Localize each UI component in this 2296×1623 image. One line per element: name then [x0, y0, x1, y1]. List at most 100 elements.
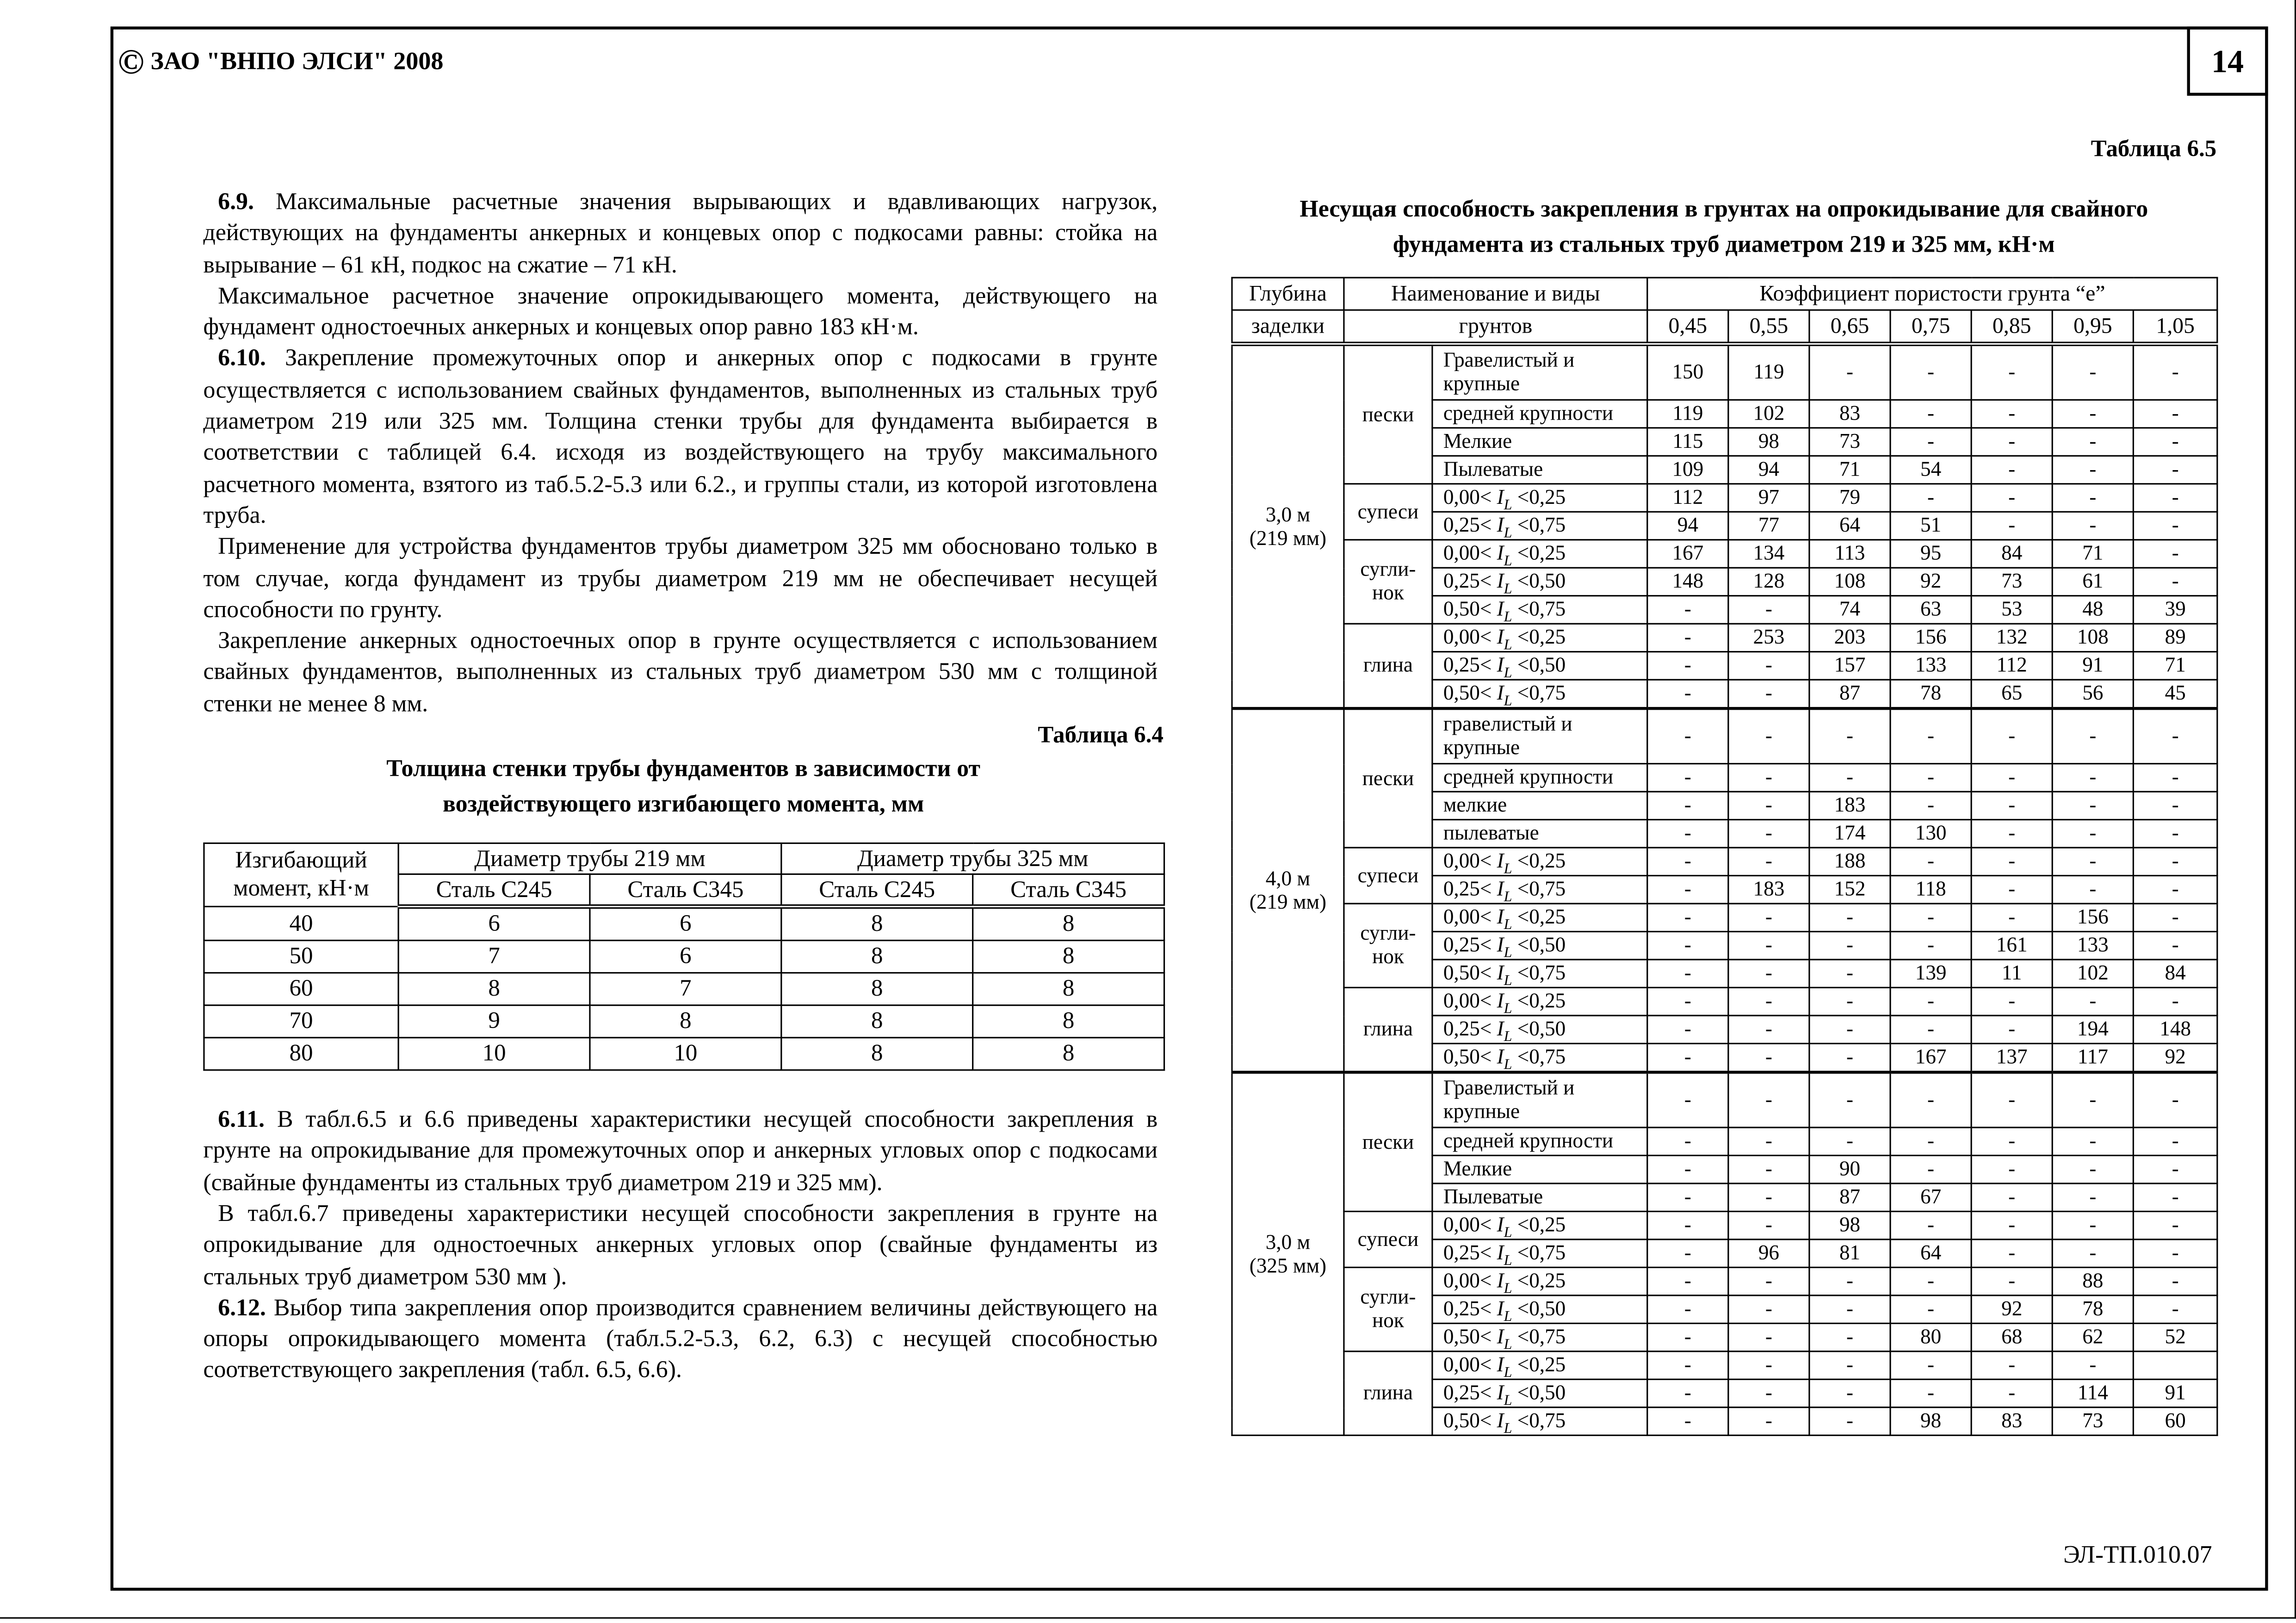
soil-subtype: средней крупности — [1431, 399, 1648, 429]
value-cell: - — [1727, 1266, 1810, 1296]
liquidity-index: I — [1497, 598, 1504, 622]
depth-value: 3,0 м — [1265, 503, 1311, 527]
range-high: <0,50 — [1517, 570, 1566, 594]
value-cell: - — [2132, 903, 2218, 933]
pipe-diameter: (219 мм) — [1249, 527, 1327, 551]
liquidity-index-sub: L — [1504, 1421, 1512, 1436]
header-steel: Сталь С245 — [780, 873, 974, 909]
value-cell: 115 — [1646, 427, 1729, 457]
soil-subtype: Мелкие — [1431, 1154, 1648, 1184]
table-cell: 70 — [203, 1004, 399, 1039]
value-cell: - — [2051, 1350, 2134, 1380]
value-cell: 132 — [1970, 623, 2053, 653]
value-cell: - — [1970, 847, 2053, 877]
table-row: Пылеватые - -87 67- - - — [1232, 1183, 2218, 1213]
value-cell: - — [1808, 1266, 1891, 1296]
value-cell: - — [1970, 1378, 2053, 1408]
value-cell: - — [2051, 455, 2134, 485]
value-cell: - — [1970, 427, 2053, 457]
value-cell: - — [1889, 1154, 1972, 1184]
value-cell: - — [1970, 511, 2053, 541]
liquidity-index: I — [1497, 542, 1504, 566]
value-cell: - — [1646, 874, 1729, 904]
table-cell: 10 — [397, 1037, 591, 1071]
liquidity-index: I — [1497, 486, 1504, 510]
value-cell: 133 — [1889, 651, 1972, 681]
header-coef-value: 0,85 — [1970, 309, 2053, 347]
liquidity-index-sub: L — [1504, 973, 1512, 988]
value-cell: 79 — [1808, 483, 1891, 513]
value-cell: - — [1808, 1015, 1891, 1045]
liquidity-index: I — [1497, 961, 1504, 985]
value-cell: 96 — [1727, 1239, 1810, 1268]
soil-type: супеси — [1343, 1210, 1433, 1268]
value-cell: - — [1889, 1127, 1972, 1157]
paragraph: 6.10. Закрепление промежуточных опор и а… — [203, 342, 1157, 531]
value-cell: - — [2051, 791, 2134, 821]
liquidity-index: I — [1497, 1270, 1504, 1294]
soil-type-line: сугли- — [1360, 558, 1416, 582]
value-cell: 156 — [1889, 623, 1972, 653]
soil-type: сугли-нок — [1343, 539, 1433, 625]
soil-subtype: 0,50< IL <0,75 — [1431, 1406, 1648, 1436]
value-cell: 92 — [2132, 1042, 2218, 1073]
table-cell: 40 — [203, 906, 399, 942]
liquidity-index-sub: L — [1504, 609, 1512, 624]
liquidity-index-sub: L — [1504, 1281, 1512, 1295]
value-cell: 94 — [1727, 455, 1810, 485]
value-cell: 94 — [1646, 511, 1729, 541]
value-cell: - — [1727, 1183, 1810, 1213]
value-cell: - — [2132, 399, 2218, 429]
value-cell: - — [1727, 1015, 1810, 1045]
liquidity-index: I — [1497, 1214, 1504, 1238]
table-row: сугли-нок 0,00< IL <0,25 167 134 113 95 84 71- — [1232, 539, 2218, 625]
table-row: глина 0,00< IL <0,25- - - - - - — [1232, 1350, 2218, 1436]
value-cell: 65 — [1970, 679, 2053, 709]
value-cell: - — [2051, 343, 2134, 401]
value-cell: 80 — [1889, 1322, 1972, 1352]
table-6-4-title: Толщина стенки трубы фундаментов в завис… — [203, 751, 1163, 822]
value-cell: - — [2051, 1239, 2134, 1268]
value-cell: - — [1646, 595, 1729, 625]
table-row: мелкие - -183- - - - — [1232, 791, 2218, 821]
value-cell: 74 — [1808, 595, 1891, 625]
value-cell: - — [1808, 1406, 1891, 1436]
value-cell: - — [2132, 707, 2218, 765]
value-cell: - — [1727, 763, 1810, 793]
value-cell: 102 — [2051, 959, 2134, 989]
value-cell: - — [2132, 1266, 2218, 1296]
table-6-4: Изгибающий момент, кН·м Диаметр трубы 219… — [203, 842, 1165, 1071]
table-row: средней крупности - - - - - - - — [1232, 763, 2218, 793]
range-low: 0,25< — [1443, 934, 1492, 958]
range-low: 0,25< — [1443, 1017, 1492, 1041]
range-high: <0,75 — [1517, 1409, 1566, 1433]
value-cell: - — [1889, 1015, 1972, 1045]
value-cell: - — [1646, 1378, 1729, 1408]
value-cell: 73 — [1808, 427, 1891, 457]
range-low: 0,00< — [1443, 626, 1492, 650]
table-cell: 8 — [972, 1004, 1165, 1039]
value-cell: 81 — [1808, 1239, 1891, 1268]
soil-type: глина — [1343, 623, 1433, 709]
range-low: 0,25< — [1443, 1297, 1492, 1321]
value-cell: - — [1889, 1378, 1972, 1408]
value-cell: 98 — [1889, 1406, 1972, 1436]
value-cell: 203 — [1808, 623, 1891, 653]
soil-subtype: 0,25< IL <0,50 — [1431, 1295, 1648, 1324]
copyright-icon: © — [118, 44, 144, 83]
value-cell: 112 — [1646, 483, 1729, 513]
table-row: 0,25< IL <0,50- - - - -114 91 — [1232, 1378, 2218, 1408]
table-cell: 8 — [972, 906, 1165, 942]
soil-type-line: нок — [1372, 1309, 1404, 1333]
paragraph-text: В табл.6.7 приведены характеристики несу… — [203, 1199, 1158, 1290]
range-high: <0,25 — [1517, 1270, 1566, 1294]
value-cell: - — [1646, 1015, 1729, 1045]
value-cell: 52 — [2132, 1322, 2218, 1352]
value-cell: - — [1889, 1210, 1972, 1240]
value-cell: 112 — [1970, 651, 2053, 681]
value-cell: - — [2132, 1154, 2218, 1184]
header-depth-2: заделки — [1231, 309, 1345, 347]
range-low: 0,00< — [1443, 1214, 1492, 1238]
value-cell: - — [1646, 763, 1729, 793]
value-cell: 71 — [2051, 539, 2134, 569]
